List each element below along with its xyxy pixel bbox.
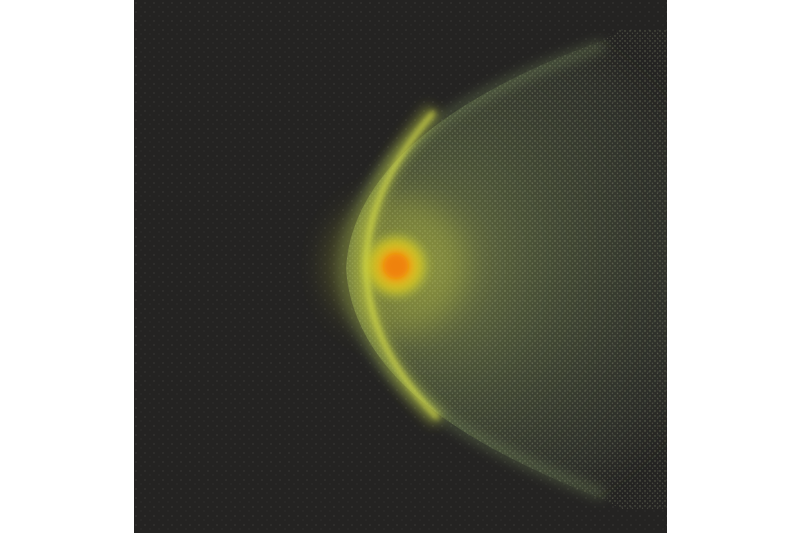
simulation-image-frame (134, 0, 667, 533)
bow-shock-image (134, 0, 667, 533)
core (384, 254, 408, 278)
